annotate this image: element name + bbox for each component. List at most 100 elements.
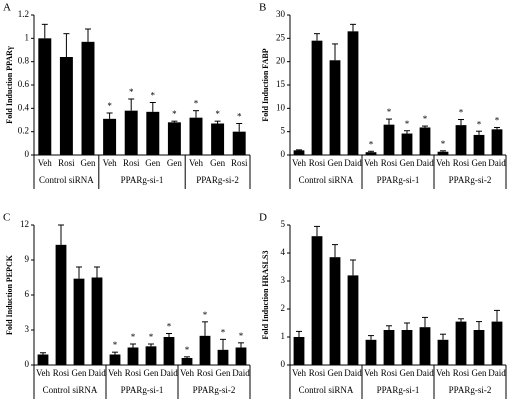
y-tick-label: 5 <box>281 126 286 136</box>
y-tick-label: 0 <box>25 359 30 369</box>
significance-marker: * <box>423 114 428 124</box>
x-tick-label: Gen <box>72 368 87 378</box>
y-tick-label: 30 <box>276 9 286 19</box>
y-tick-label: 0 <box>25 149 30 159</box>
bar <box>109 354 121 365</box>
significance-marker: * <box>459 108 464 118</box>
x-tick-label: Veh <box>436 368 450 378</box>
significance-marker: * <box>172 109 177 119</box>
y-axis-label: Fold Induction PEPCK <box>5 254 14 335</box>
significance-marker: * <box>495 116 500 126</box>
x-tick-label: Veh <box>189 158 203 168</box>
significance-marker: * <box>369 139 374 149</box>
bar <box>419 327 431 365</box>
bar <box>293 337 305 365</box>
group-label: Control siRNA <box>299 175 354 185</box>
x-tick-label: Gen <box>81 158 96 168</box>
significance-marker: * <box>194 99 199 109</box>
bar <box>455 125 467 155</box>
x-tick-label: Rosi <box>58 158 75 168</box>
bar <box>419 127 431 155</box>
group-label: PPARg-si-2 <box>449 385 492 395</box>
x-tick-label: Veh <box>38 158 52 168</box>
group-label: Control siRNA <box>43 385 98 395</box>
bar <box>59 57 73 155</box>
y-axis-label: Fold Induction FABP <box>261 48 270 121</box>
group-label: PPARg-si-2 <box>449 175 492 185</box>
significance-marker: * <box>405 119 410 129</box>
x-tick-label: Gen <box>400 158 415 168</box>
x-tick-label: Veh <box>364 158 378 168</box>
bar <box>347 31 359 155</box>
significance-marker: * <box>215 109 220 119</box>
x-tick-label: Rosi <box>381 368 398 378</box>
y-tick-label: 5 <box>281 219 286 229</box>
bar <box>103 118 117 155</box>
y-tick-label: 0.4 <box>18 102 30 112</box>
y-tick-label: 1 <box>25 32 30 42</box>
x-tick-label: Rosi <box>453 368 470 378</box>
bar <box>167 122 181 155</box>
bar <box>401 133 413 155</box>
group-label: Control siRNA <box>299 385 354 395</box>
bar <box>91 277 103 365</box>
significance-marker: * <box>203 310 208 320</box>
bar <box>73 278 85 365</box>
y-tick-label: 0.2 <box>18 126 29 136</box>
significance-marker: * <box>149 332 154 342</box>
x-tick-label: Daid <box>88 368 106 378</box>
bar <box>473 134 485 155</box>
bar <box>455 321 467 365</box>
bar <box>437 151 449 155</box>
y-tick-label: 0.8 <box>18 56 30 66</box>
significance-marker: * <box>129 87 134 97</box>
x-tick-label: Veh <box>103 158 117 168</box>
y-tick-label: 6 <box>25 289 30 299</box>
bar <box>189 117 203 155</box>
bar <box>146 111 160 155</box>
bar <box>365 339 377 365</box>
bar <box>491 129 503 155</box>
bar <box>491 321 503 365</box>
x-tick-label: Gen <box>167 158 182 168</box>
y-tick-label: 3 <box>25 324 30 334</box>
bar <box>181 358 193 365</box>
bar <box>473 330 485 365</box>
y-tick-label: 0.6 <box>18 79 30 89</box>
bar <box>232 131 246 155</box>
y-tick-label: 25 <box>276 32 286 42</box>
x-tick-label: Daid <box>160 368 178 378</box>
significance-marker: * <box>167 322 172 332</box>
x-tick-label: Rosi <box>453 158 470 168</box>
group-label: PPARg-si-2 <box>193 385 236 395</box>
bar <box>163 337 175 365</box>
x-tick-label: Gen <box>472 368 487 378</box>
x-tick-label: Rosi <box>125 368 142 378</box>
x-tick-label: Daid <box>344 368 362 378</box>
x-tick-label: Veh <box>292 158 306 168</box>
y-tick-label: 20 <box>276 56 286 66</box>
significance-marker: * <box>131 332 136 342</box>
bar <box>127 347 139 365</box>
x-tick-label: Gen <box>400 368 415 378</box>
significance-marker: * <box>441 139 446 149</box>
x-tick-label: Gen <box>144 368 159 378</box>
significance-marker: * <box>185 345 190 355</box>
x-tick-label: Daid <box>416 158 434 168</box>
x-tick-label: Daid <box>344 158 362 168</box>
bar <box>311 40 323 155</box>
x-tick-label: Gen <box>328 368 343 378</box>
y-axis-label: Fold Induction PPARγ <box>5 46 14 124</box>
bar <box>329 257 341 365</box>
y-axis-label: Fold Induction HRASLS3 <box>261 251 270 340</box>
x-tick-label: Veh <box>108 368 122 378</box>
x-tick-label: Veh <box>36 368 50 378</box>
x-tick-label: Gen <box>145 158 160 168</box>
x-tick-label: Veh <box>436 158 450 168</box>
bar <box>55 244 67 365</box>
y-tick-label: 2 <box>281 303 286 313</box>
x-tick-label: Rosi <box>381 158 398 168</box>
group-label: PPARg-si-1 <box>121 175 164 185</box>
y-tick-label: 10 <box>276 102 286 112</box>
